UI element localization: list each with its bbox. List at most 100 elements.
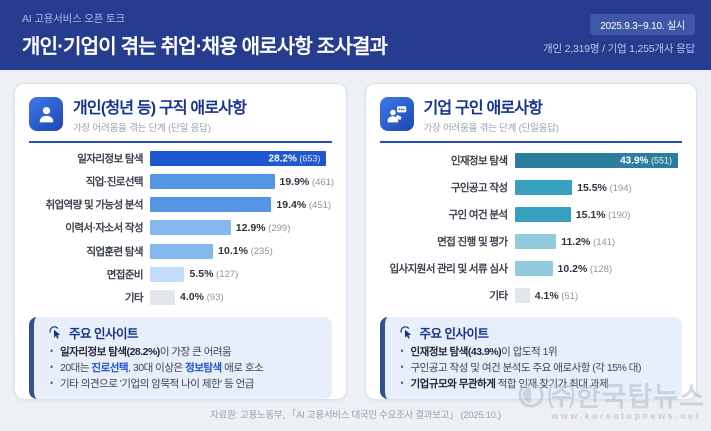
bar-percent: 15.5% [577,181,607,194]
bar [150,289,176,305]
chart-row: 기타 4.1% (51) [380,288,683,303]
chart-row: 취업역량 및 가능성 분석 19.4% (451) [29,197,332,213]
insight-list: 인재정보 탐색(43.9%)이 압도적 1위구인공고 작성 및 여건 분석도 주… [397,345,673,392]
insight-text: 정보탐색 [185,361,222,374]
bar-track: 4.0% (93) [150,289,332,305]
bar-value: 10.1% (235) [218,245,273,257]
bar-value: 10.2% (128) [558,263,613,275]
insight-list: 일자리정보 탐색(28.2%)이 가장 큰 어려움20대는 진로선택, 30대 … [46,345,322,392]
bar-count: (93) [203,292,224,304]
bar-track: 10.2% (128) [514,261,683,276]
insight-text: 적합 인재 찾기가 최대 과제 [495,377,609,390]
bar-value: 15.1% (190) [576,209,631,221]
bar [150,220,231,236]
insight-bullet: 20대는 진로선택, 30대 이상은 정보탐색 애로 호소 [50,361,322,377]
card-title: 기업 구인 애로사항 [423,100,543,117]
bar-track: 43.9% (551) [514,153,683,168]
insight-title: 주요 인사이트 [69,327,138,341]
bar-count: (194) [606,182,632,194]
panel-company-recruiting: 기업 구인 애로사항 가장 어려움을 겪는 단계 (단일응답) 인재정보 탐색 43.… [364,83,697,400]
bar-value: 5.5% (127) [189,268,238,280]
bar-percent: 28.2% [268,153,297,165]
insight-bullet: 인재정보 탐색(43.9%)이 압도적 1위 [401,345,673,361]
bar-value: 4.1% (51) [535,290,578,302]
bar-count: (451) [306,199,332,211]
bar [150,266,185,282]
bar-category-label: 인재정보 탐색 [450,155,508,167]
bar-category-label: 면접 진행 및 평가 [437,236,508,248]
bar [514,207,571,222]
chart-row: 면접준비 5.5% (127) [29,266,332,282]
click-insight-icon [397,324,414,341]
insight-box: 주요 인사이트인재정보 탐색(43.9%)이 압도적 1위구인공고 작성 및 여… [379,317,682,400]
bar-track: 19.9% (461) [150,174,334,190]
bar [150,197,272,213]
insight-text: 일자리정보 탐색(28.2%) [60,346,160,358]
bar-value: 28.2% (653) [269,153,321,164]
bar-category-label: 구인 여건 분석 [448,209,509,221]
source-note: 자료원: 고용노동부, 「AI 고용서비스 대국민 수요조사 결과보고」 (20… [210,410,501,421]
insight-title: 주요 인사이트 [419,327,489,341]
bar-percent: 19.4% [276,198,307,211]
insight-text: , 30대 이상은 [128,361,186,374]
card-title: 개인(청년 등) 구직 애로사항 [73,100,247,117]
insight-text: 인재정보 탐색(43.9%) [410,346,502,358]
recruiter-chat-icon [379,97,414,131]
bar-value: 4.0% (93) [180,291,223,303]
bar-category-label: 기타 [124,291,144,304]
bar-count: (653) [296,153,321,164]
bar-value: 12.9% (299) [236,222,291,234]
bar-category-label: 직업·진로선택 [85,176,144,189]
bar [514,234,557,249]
bar-percent: 4.1% [534,289,559,302]
bar: 28.2% (653) [150,151,327,167]
bar [514,261,553,276]
bar-percent: 5.5% [189,268,214,281]
header-eyebrow: AI 고용서비스 오픈 토크 [22,13,125,25]
bar [514,180,573,195]
respondent-stats: 개인 2,319명 / 기업 1,255개사 응답 [543,43,695,55]
insight-bullet: 구인공고 작성 및 여건 분석도 주요 애로사항 (각 15% 대) [401,361,673,377]
insight-box: 주요 인사이트일자리정보 탐색(28.2%)이 가장 큰 어려움20대는 진로선… [29,317,332,400]
bar-value: 19.4% (451) [276,199,331,211]
insight-text: 기타 의견으로 '기업의 암묵적 나이 제한' 등 언급 [60,377,254,390]
bar [514,288,530,303]
bar-count: (299) [265,222,291,234]
chart-row: 직업훈련 탐색 10.1% (235) [29,243,332,259]
bar-percent: 10.2% [557,262,588,275]
bar-percent: 12.9% [235,221,266,234]
chart-row: 면접 진행 및 평가 11.2% (141) [380,234,683,249]
click-insight-icon [46,324,63,341]
insight-bullet: 기업규모와 무관하게 적합 인재 찾기가 최대 과제 [401,377,673,393]
insight-text: 구인공고 작성 및 여건 분석도 주요 애로사항 (각 15% 대) [410,361,642,374]
bar-track: 10.1% (235) [150,243,332,259]
bar-percent: 15.1% [575,208,606,221]
bar-track: 15.5% (194) [514,180,683,195]
insight-text: 기업규모와 무관하게 [410,377,496,390]
bar-track: 12.9% (299) [150,220,332,236]
bar-count: (51) [558,290,579,302]
card-subtitle: 가장 어려움을 겪는 단계 (단일 응답) [73,123,211,134]
bar-track: 4.1% (51) [514,288,683,303]
bar-count: (190) [605,209,631,221]
bar-count: (127) [213,269,239,281]
bar-percent: 10.1% [218,245,248,258]
insight-text: 이 압도적 1위 [501,346,558,358]
bar-percent: 11.2% [561,235,591,248]
chart-row: 인재정보 탐색 43.9% (551) [380,153,683,168]
bar-category-label: 일자리정보 탐색 [77,153,143,166]
bar-count: (128) [587,263,613,275]
person-icon [29,97,63,131]
bar [150,243,214,259]
insight-text: 진로선택 [91,361,129,374]
bar-count: (235) [247,246,273,258]
page-title: 개인·기업이 겪는 취업·채용 애로사항 조사결과 [22,36,388,58]
bar-chart: 일자리정보 탐색 28.2% (653) 직업·진로선택 19.9% (461) 취업역… [29,147,334,309]
bar: 43.9% (551) [514,153,678,168]
bar-category-label: 직업훈련 탐색 [86,245,143,258]
bar-track: 11.2% (141) [514,234,683,249]
